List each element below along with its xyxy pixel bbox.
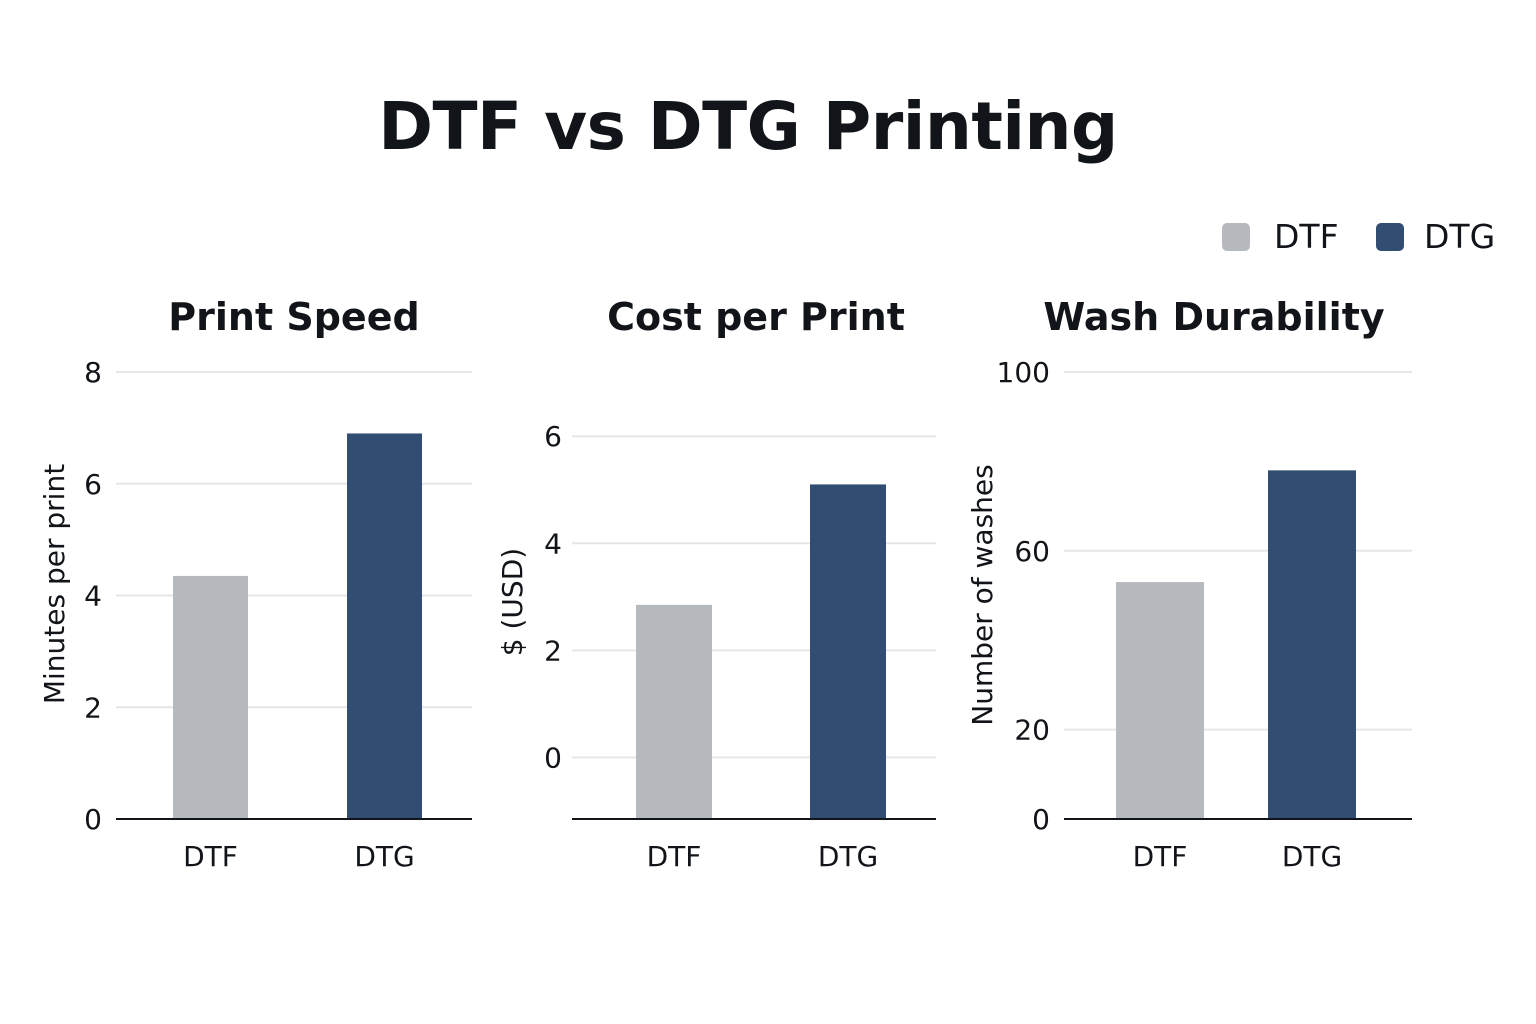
y-axis-title-cost-per-print: $ (USD) (496, 548, 529, 656)
bar-cost-per-print-dtf (636, 604, 712, 819)
bar-print-speed-dtg (347, 433, 422, 819)
y-tick-label-cost-per-print-2: 2 (544, 634, 562, 667)
y-tick-label-print-speed-2: 2 (84, 691, 102, 724)
panel-title-cost-per-print: Cost per Print (607, 295, 905, 339)
y-tick-label-print-speed-0: 0 (84, 803, 102, 836)
y-tick-label-wash-durability-20: 20 (1014, 714, 1050, 747)
y-tick-label-wash-durability-100: 100 (997, 356, 1050, 389)
bar-wash-durability-dtf (1116, 582, 1204, 819)
legend-swatch-dtf (1222, 223, 1250, 251)
panel-title-wash-durability: Wash Durability (1043, 295, 1385, 339)
y-tick-label-wash-durability-60: 60 (1014, 535, 1050, 568)
x-tick-label-cost-per-print-dtg: DTG (818, 840, 878, 873)
y-tick-label-wash-durability-0: 0 (1032, 803, 1050, 836)
x-tick-label-cost-per-print-dtf: DTF (647, 840, 702, 873)
panel-title-print-speed: Print Speed (168, 295, 419, 339)
y-tick-label-cost-per-print-6: 6 (544, 420, 562, 453)
bar-wash-durability-dtg (1268, 470, 1356, 819)
figure-title: DTF vs DTG Printing (378, 88, 1118, 165)
y-tick-label-cost-per-print-4: 4 (544, 527, 562, 560)
x-tick-label-print-speed-dtf: DTF (183, 840, 238, 873)
legend: DTF DTG (1222, 218, 1522, 258)
x-tick-label-wash-durability-dtf: DTF (1133, 840, 1188, 873)
y-tick-label-print-speed-8: 8 (84, 356, 102, 389)
legend-swatch-dtg (1376, 223, 1404, 251)
y-axis-title-wash-durability: Number of washes (966, 464, 999, 725)
bar-cost-per-print-dtg (810, 484, 886, 819)
x-tick-label-wash-durability-dtg: DTG (1282, 840, 1342, 873)
y-tick-label-cost-per-print-0: 0 (544, 741, 562, 774)
y-tick-label-print-speed-4: 4 (84, 580, 102, 613)
y-tick-label-print-speed-6: 6 (84, 468, 102, 501)
y-axis-title-print-speed: Minutes per print (38, 464, 71, 704)
legend-label-dtg: DTG (1424, 217, 1496, 256)
bar-print-speed-dtf (173, 575, 248, 819)
x-tick-label-print-speed-dtg: DTG (354, 840, 414, 873)
legend-label-dtf: DTF (1274, 217, 1339, 256)
